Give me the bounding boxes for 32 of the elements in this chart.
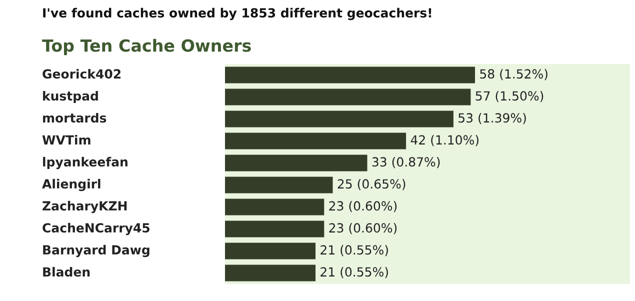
- data-label: 21 (0.55%): [320, 244, 388, 256]
- y-tick-label: kustpad: [43, 90, 98, 104]
- bar: [225, 198, 324, 216]
- data-label: 25 (0.65%): [338, 178, 406, 190]
- bar: [225, 132, 406, 150]
- bar: [225, 242, 316, 260]
- data-label: 23 (0.60%): [329, 200, 397, 212]
- bar: [225, 110, 454, 128]
- y-tick-label: Aliengirl: [42, 178, 100, 192]
- data-label: 23 (0.60%): [329, 222, 397, 234]
- y-tick-label: Georick402: [42, 68, 121, 79]
- bar: [225, 220, 324, 238]
- data-label: 42 (1.10%): [410, 134, 478, 146]
- y-tick-label: CacheNCarry45: [42, 222, 150, 236]
- y-tick-label: lpyankeefan: [43, 156, 128, 170]
- data-label: 33 (0.87%): [372, 156, 440, 168]
- y-tick-label: Barnyard Dawg: [43, 244, 150, 258]
- bar: [225, 154, 368, 172]
- bar: [225, 88, 471, 106]
- bar: [225, 264, 316, 282]
- y-tick-label: Bladen: [43, 266, 90, 277]
- chart-title: I've found caches owned by 1853 different geocachers!: [43, 8, 432, 20]
- data-label: 58 (1.52%): [480, 68, 548, 80]
- data-label: 21 (0.55%): [320, 266, 388, 278]
- y-tick-label: mortards: [43, 112, 106, 123]
- data-label: 53 (1.39%): [458, 112, 526, 124]
- y-tick-label: ZacharyKZH: [42, 200, 127, 214]
- bar: [225, 66, 475, 84]
- bar: [225, 176, 333, 194]
- data-label: 57 (1.50%): [476, 90, 544, 102]
- chart-subtitle: Top Ten Cache Owners: [42, 38, 251, 56]
- y-tick-label: WVTim: [42, 134, 90, 144]
